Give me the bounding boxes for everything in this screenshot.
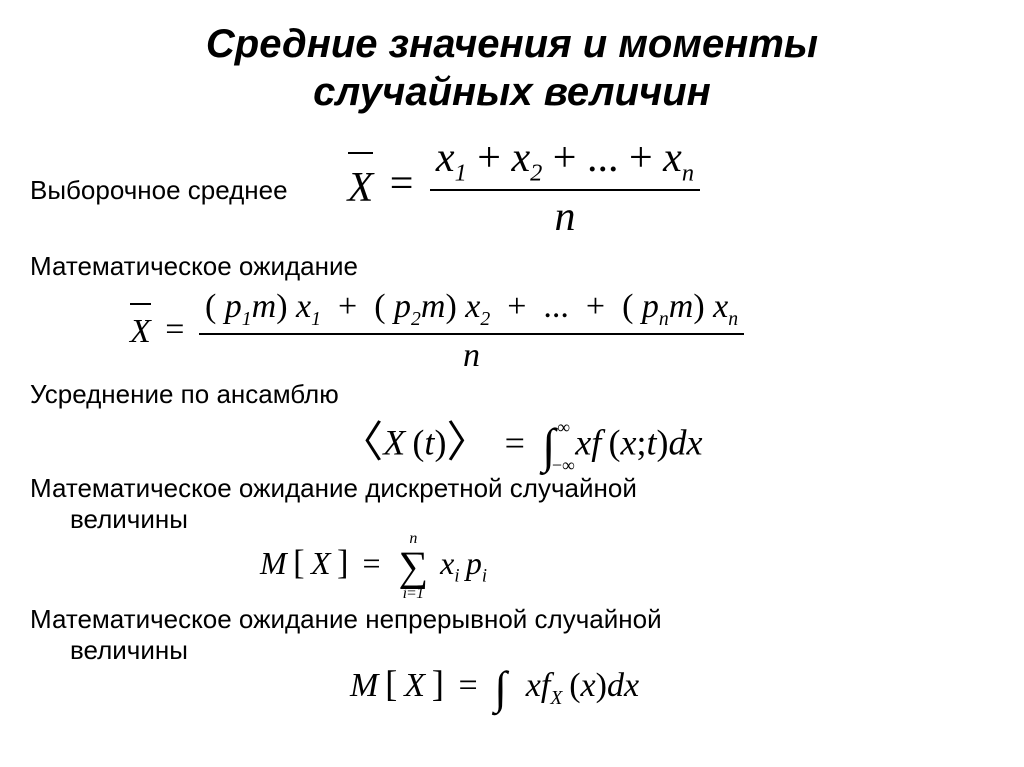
title-line-2: случайных величин bbox=[313, 70, 711, 114]
label-sample-mean: Выборочное среднее bbox=[30, 175, 288, 206]
formula-expectation: X = ( p1m) x1 + ( p2m) x2 + ... + ( pnm)… bbox=[30, 288, 994, 375]
label-ensemble: Усреднение по ансамблю bbox=[30, 379, 994, 410]
sum-icon: n ∑ i=1 bbox=[399, 531, 429, 603]
label-continuous: Математическое ожидание непрерывной случ… bbox=[30, 604, 994, 666]
formula-continuous: M [ X ] = ∫ xfX (x)dx bbox=[30, 662, 994, 712]
eq: = bbox=[390, 161, 414, 207]
formula-discrete: M [ X ] = n ∑ i=1 xi pi bbox=[30, 531, 994, 603]
formula-sample-mean: X = x1 + x2 + ... + xn n bbox=[348, 134, 700, 241]
label-discrete: Математическое ожидание дискретной случа… bbox=[30, 473, 994, 535]
integral-icon: ∞ ∫ −∞ bbox=[542, 422, 555, 471]
slide-page: Средние значения и моменты случайных вел… bbox=[0, 0, 1024, 767]
page-title: Средние значения и моменты случайных вел… bbox=[30, 20, 994, 116]
integral-icon-2: ∫ bbox=[494, 665, 507, 712]
sym-X: X bbox=[348, 165, 374, 211]
formula-ensemble: 〈X (t)〉 = ∞ ∫ −∞ xf (x;t)dx bbox=[30, 408, 994, 471]
row-sample-mean: Выборочное среднее X = x1 + x2 + ... + x… bbox=[30, 134, 994, 241]
label-expectation: Математическое ожидание bbox=[30, 251, 994, 282]
title-line-1: Средние значения и моменты bbox=[206, 22, 818, 66]
